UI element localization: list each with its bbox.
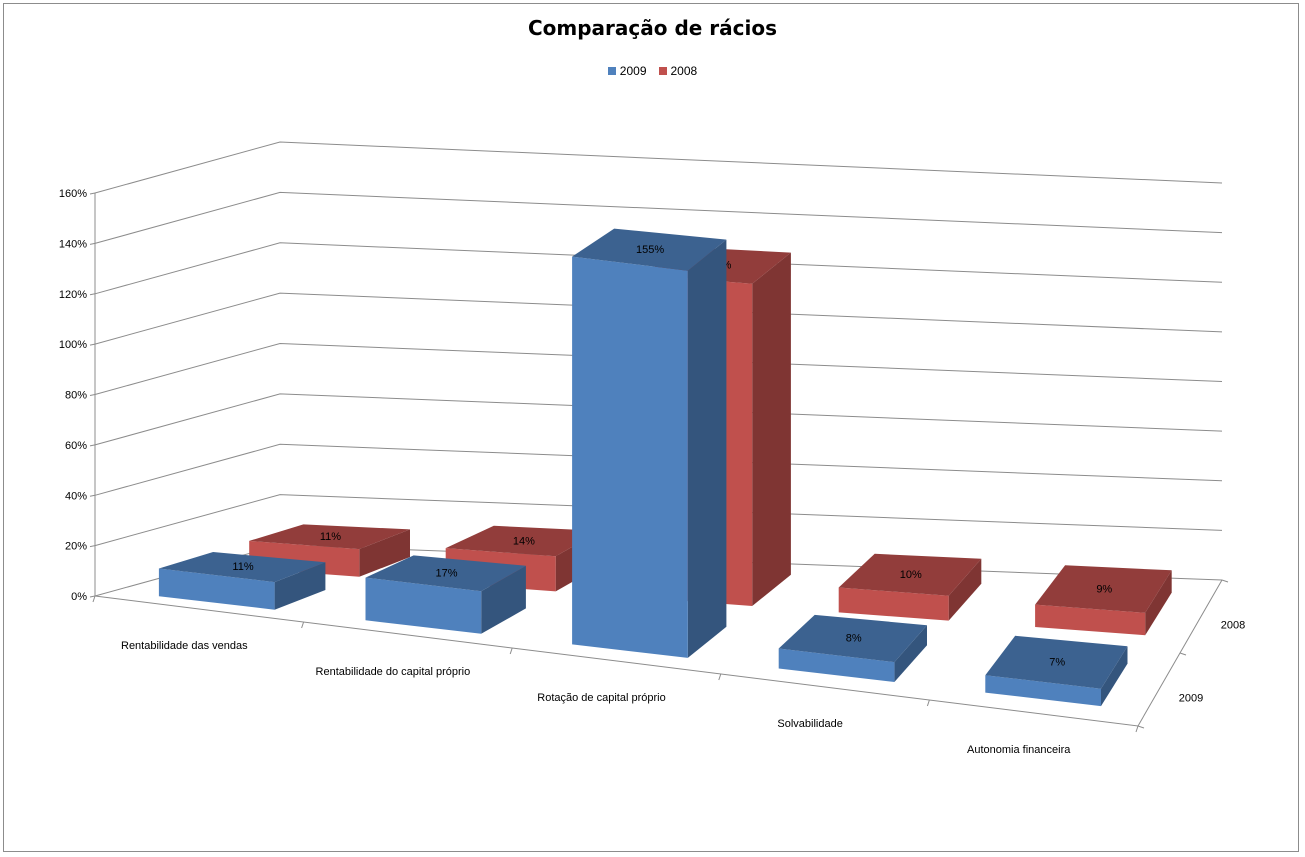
bar-2009-4-top [778,614,927,663]
x-tick [926,699,930,707]
x-tick [301,621,305,629]
legend-label-2008: 2008 [670,64,698,78]
bar-2008-1-top [249,524,410,550]
bar-2009-2-top [365,555,526,592]
data-label: 7% [1049,656,1065,668]
depth-tick-label: 2008 [1221,620,1245,632]
y-tick-label: 80% [65,390,87,402]
y-tick [89,343,96,346]
y-tick-label: 100% [59,339,87,351]
bar-2008-1-side [359,529,410,577]
y-tick-label: 0% [71,591,87,603]
bar-2009-3 [572,256,688,658]
bar-2008-4-top [838,553,982,596]
x-tick-label: Solvabilidade [777,718,842,730]
depth-tick [1179,652,1187,656]
bar-2009-5 [985,675,1101,707]
bar-2008-2-top [445,525,601,557]
x-tick [1135,725,1139,733]
bar-2009-2 [365,577,482,634]
bar-2009-4 [778,648,895,682]
bar-2009-1-side [274,562,326,610]
y-tick-label: 40% [65,490,87,502]
bar-2009-2-side [481,565,526,634]
gridline [94,242,1223,295]
gridline [94,191,1223,244]
y-tick-label: 120% [59,289,87,301]
y-tick [89,394,96,396]
y-tick-label: 60% [65,440,87,452]
y-tick-label: 140% [59,238,87,250]
gridline [94,292,1223,345]
gridline [94,443,1223,496]
bar-2009-5-top [985,635,1128,689]
chart-title: Comparação de rácios [527,16,778,40]
legend-item-2009: 2009 [607,64,647,78]
bar-2008-5 [1035,604,1146,636]
x-tick [718,673,722,681]
y-tick-label: 20% [65,541,87,553]
legend-item-2008: 2008 [658,64,698,78]
legend: 2009 2008 [0,64,1305,78]
gridline [94,342,1223,395]
x-tick [509,647,513,655]
y-tick [89,545,96,548]
gridline [94,494,1223,547]
y-tick [89,444,96,447]
bar-2008-4 [838,587,949,621]
x-tick-label: Rentabilidade do capital próprio [316,666,471,678]
legend-swatch-2008 [658,67,667,75]
data-label: 14% [513,535,535,547]
bar-2008-5-side [1145,570,1172,636]
data-label: 155% [636,244,664,256]
data-label: 17% [436,567,458,579]
data-label: 11% [320,531,341,543]
x-tick-label: Rotação de capital próprio [537,692,665,704]
data-label: 8% [846,633,862,645]
x-tick [92,595,96,603]
bar-2009-1 [158,568,275,610]
y-tick [89,192,96,195]
bar-2009-1-top [158,552,326,583]
data-label: 10% [900,569,922,581]
legend-swatch-2009 [607,67,616,75]
gridline [94,393,1223,446]
depth-tick-label: 2009 [1179,693,1203,705]
x-tick-label: Rentabilidade das vendas [121,640,248,652]
bar-2008-3-side [752,252,791,606]
bar-2009-3-side [687,239,727,658]
depth-tick [1221,579,1229,583]
data-label: 11% [232,561,253,573]
bar-2009-5-side [1101,646,1128,707]
gridline [94,141,1223,194]
bar-2009-4-side [894,625,927,682]
x-tick-label: Autonomia financeira [967,744,1071,756]
bar-2008-4-side [948,558,982,621]
y-tick [89,293,96,296]
bar-2009-3-top [572,228,727,271]
y-tick-label: 160% [59,188,87,200]
data-label: 9% [1096,583,1112,595]
bar-2008-5-top [1035,565,1172,613]
y-tick [89,494,96,497]
y-tick [89,595,96,598]
legend-label-2009: 2009 [619,64,647,78]
y-tick [89,242,96,245]
depth-tick [1137,725,1145,729]
